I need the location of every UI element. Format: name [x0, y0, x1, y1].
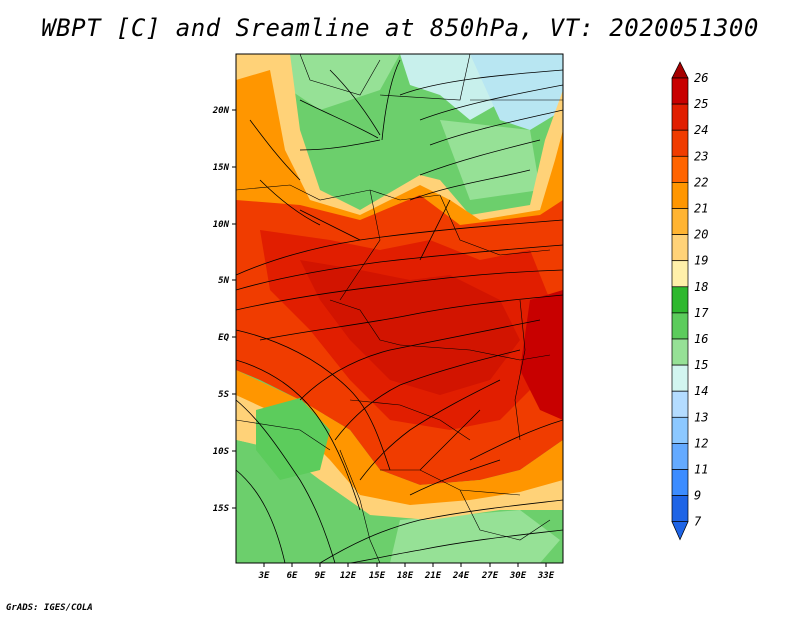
colorbar-label: 22 [694, 175, 708, 189]
lat-label: 15N [213, 163, 230, 173]
lon-label: 27E [481, 571, 499, 581]
credit-label: GrADS: IGES/COLA [6, 603, 93, 613]
colorbar-swatch [671, 338, 689, 366]
colorbar-swatch [671, 234, 689, 262]
color-scale: 26 25 24 23 22 21 20 19 18 17 16 15 14 13 12 11 9 7 [671, 61, 709, 541]
lat-label: 5N [218, 276, 229, 286]
lat-label: 10N [213, 220, 230, 230]
colorbar-label: 25 [694, 97, 708, 111]
colorbar-label: 20 [694, 228, 708, 242]
colorbar-label: 13 [694, 410, 708, 424]
lat-label: 5S [218, 390, 229, 400]
lon-labels: 3E 6E 9E 12E 15E 18E 21E 24E 27E 30E 33E [258, 571, 555, 581]
colorbar-label: 24 [694, 123, 708, 137]
colorbar-label: 21 [694, 202, 708, 216]
colorbar-label: 15 [694, 358, 708, 372]
lon-label: 24E [452, 571, 470, 581]
colorbar-swatch [671, 286, 689, 314]
lon-label: 12E [340, 571, 357, 581]
country-borders [236, 54, 563, 563]
colorbar-swatch [671, 103, 689, 131]
lon-label: 6E [287, 571, 298, 581]
lon-label: 3E [258, 571, 270, 581]
colorbar-swatch [671, 416, 689, 444]
colorbar-swatch [671, 208, 689, 235]
colorbar-label: 11 [694, 463, 708, 477]
lon-label: 9E [315, 571, 326, 581]
chart-title: WBPT [C] and Sreamline at 850hPa, VT: 20… [41, 14, 759, 42]
colorbar-label: 17 [694, 306, 709, 320]
colorbar-swatch [671, 155, 689, 183]
colorbar-label: 18 [694, 280, 708, 294]
colorbar-swatch [671, 495, 689, 523]
colorbar-swatch [671, 260, 689, 288]
lon-label: 15E [369, 571, 386, 581]
colorbar-bottom-arrow [671, 521, 689, 541]
lat-label: 15S [213, 504, 230, 514]
colorbar-swatch [671, 443, 689, 470]
colorbar-label: 16 [694, 332, 708, 346]
colorbar-label: 12 [694, 436, 708, 450]
colorbar-swatch [671, 469, 689, 496]
lon-label: 21E [424, 571, 442, 581]
colorbar-label: 9 [694, 489, 701, 503]
lat-label: 20N [212, 106, 230, 116]
map-frame [235, 53, 564, 564]
colorbar-label: 23 [694, 149, 708, 163]
lon-label: 18E [397, 571, 414, 581]
colorbar-swatch [671, 390, 689, 418]
colorbar-label: 14 [694, 384, 708, 398]
colorbar-swatch [671, 182, 689, 209]
streamlines [236, 59, 563, 563]
axis-ticks [232, 109, 547, 567]
map-field [236, 54, 563, 563]
colorbar-label: 7 [694, 515, 702, 529]
lat-label: EQ [218, 333, 229, 343]
lon-label: 33E [537, 571, 555, 581]
colorbar-swatch [671, 364, 689, 392]
colorbar-swatch [671, 312, 689, 340]
lat-label: 10S [213, 447, 230, 457]
colorbar-top-arrow [671, 61, 689, 79]
colorbar-swatch [671, 77, 689, 105]
lon-label: 30E [509, 571, 527, 581]
colorbar-label: 19 [694, 254, 708, 268]
lat-labels: 20N 15N 10N 5N EQ 5S 10S 15S [212, 106, 230, 514]
colorbar-swatch [671, 129, 689, 157]
colorbar-label: 26 [694, 71, 708, 85]
